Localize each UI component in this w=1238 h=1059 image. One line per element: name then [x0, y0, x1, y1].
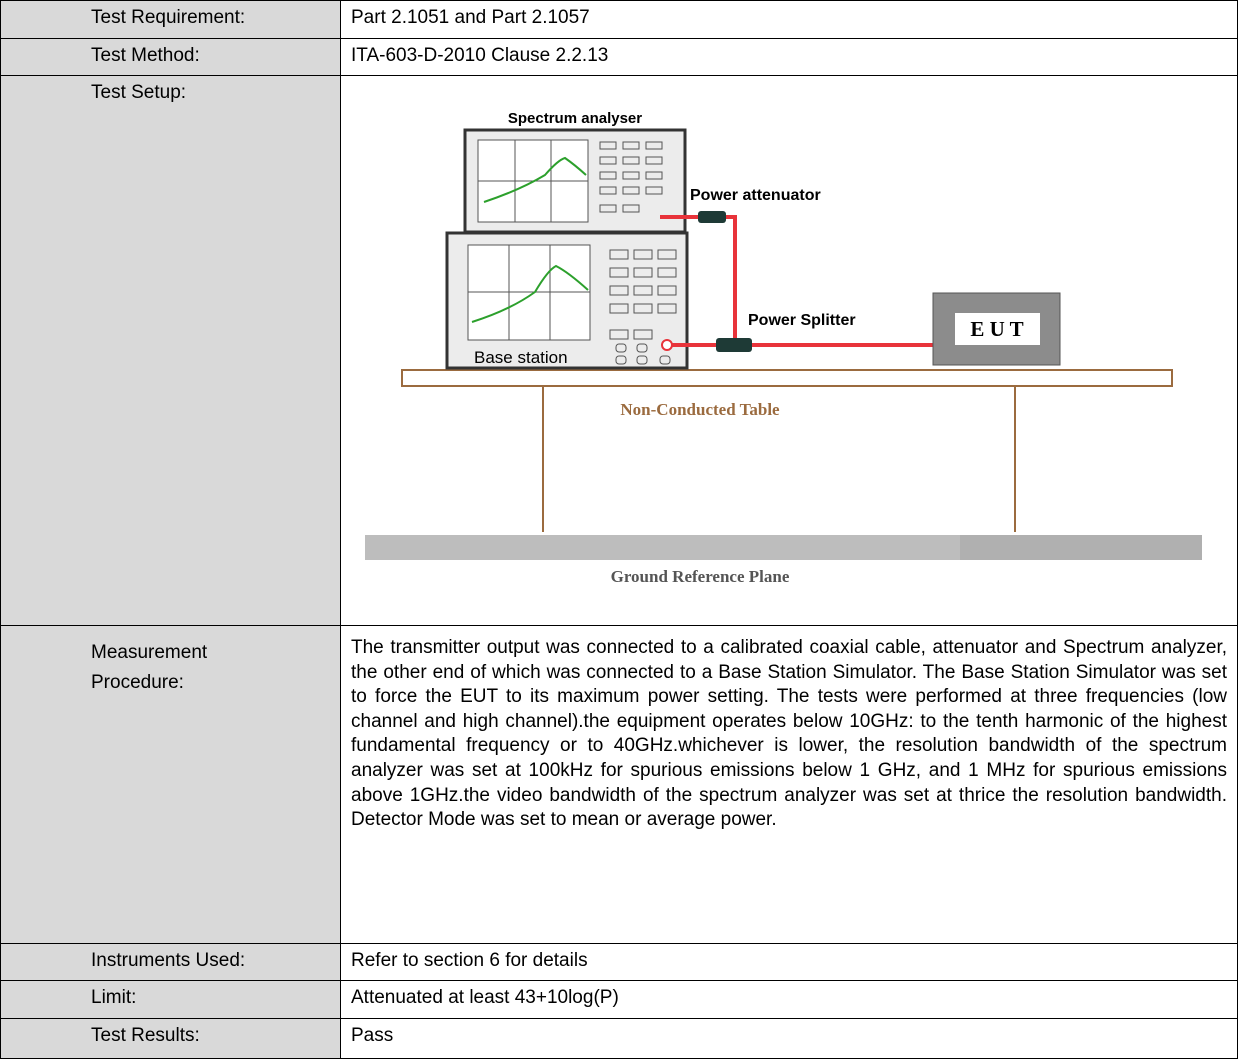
row-label: Measurement Procedure: [0, 625, 341, 944]
ground-plane [960, 535, 1202, 560]
row-label: Test Results: [0, 1018, 341, 1059]
label: Power Splitter [748, 312, 856, 329]
ground-plane [365, 535, 960, 560]
row-label: Test Setup: [0, 75, 341, 626]
label: Non-Conducted Table [620, 400, 780, 419]
label: Base station [474, 348, 568, 367]
label: Ground Reference Plane [611, 567, 790, 586]
eut-label: E U T [970, 317, 1023, 341]
eut-label-box [955, 313, 1040, 345]
splitter [716, 338, 752, 352]
label: Power attenuator [690, 187, 821, 204]
row-label: Instruments Used: [0, 943, 341, 981]
label: Spectrum analyser [508, 110, 642, 127]
attenuator [698, 211, 726, 223]
row-label: Test Requirement: [0, 0, 341, 39]
row-value: The transmitter output was connected to … [340, 625, 1238, 944]
table-top [401, 369, 1173, 387]
